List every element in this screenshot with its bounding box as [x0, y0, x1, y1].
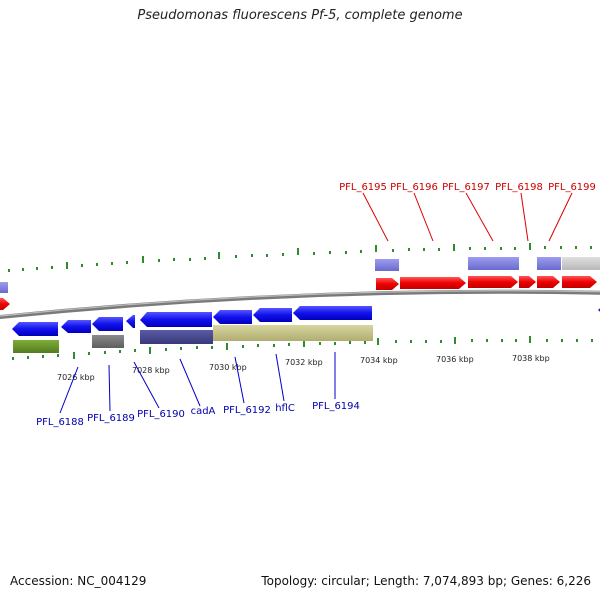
reverse-feature-bar	[92, 335, 124, 348]
genes-label: Genes:	[510, 574, 553, 588]
topology-label: Topology:	[261, 574, 318, 588]
length-value: 7,074,893 bp	[422, 574, 503, 588]
axis-tick-label: 7038 kbp	[512, 354, 550, 363]
forward-feature-bar	[537, 257, 561, 270]
gene-label-pfl-6188[interactable]: PFL_6188	[36, 417, 84, 428]
reverse-label-leader	[234, 356, 245, 404]
inner-tick-row	[12, 336, 593, 360]
forward-label-leader	[548, 192, 573, 242]
genome-backbone	[0, 289, 600, 320]
gene-label-pfl-6189[interactable]: PFL_6189	[87, 413, 135, 424]
reverse-gene-arrow[interactable]	[213, 310, 252, 324]
forward-label-leader	[520, 192, 529, 242]
outer-tick-row	[8, 243, 592, 272]
genome-stats: Topology: circular; Length: 7,074,893 bp…	[261, 574, 591, 588]
reverse-feature-bar	[13, 340, 59, 353]
forward-feature-bar	[562, 257, 600, 270]
axis-tick-label: 7032 kbp	[285, 358, 323, 367]
accession-label: Accession:	[10, 574, 74, 588]
genes-value: 6,226	[556, 574, 591, 588]
reverse-gene-arrow[interactable]	[126, 315, 135, 328]
forward-label-leader	[362, 192, 389, 242]
reverse-label-leader	[59, 366, 79, 414]
map-title: Pseudomonas fluorescens Pf-5, complete g…	[137, 8, 463, 23]
reverse-gene-arrow[interactable]	[92, 317, 123, 331]
genome-backbone-highlight	[0, 290, 600, 317]
reverse-feature-bar	[140, 330, 213, 344]
gene-label-pfl-6199[interactable]: PFL_6199	[548, 182, 596, 193]
forward-feature-bar	[375, 259, 399, 271]
gene-label-cada[interactable]: cadA	[191, 406, 216, 417]
forward-label-leader	[465, 192, 494, 242]
length-label: Length:	[373, 574, 420, 588]
reverse-feature-bar	[213, 325, 373, 341]
accession-info: Accession: NC_004129	[10, 574, 146, 588]
reverse-gene-arrow[interactable]	[140, 312, 212, 327]
reverse-gene-arrow[interactable]	[61, 320, 91, 333]
gene-label-pfl-6190[interactable]: PFL_6190	[137, 409, 185, 420]
forward-gene-arrow[interactable]	[562, 276, 597, 288]
forward-feature-bar	[468, 257, 519, 270]
gene-label-pfl-6194[interactable]: PFL_6194	[312, 401, 360, 412]
reverse-label-leader	[108, 364, 111, 412]
reverse-gene-arrow[interactable]	[12, 322, 58, 336]
gene-label-pfl-6192[interactable]: PFL_6192	[223, 405, 271, 416]
accession-value: NC_004129	[77, 574, 147, 588]
partial-feature-left	[0, 282, 8, 293]
axis-tick-label: 7036 kbp	[436, 355, 474, 364]
reverse-gene-arrow[interactable]	[253, 308, 292, 322]
forward-gene-arrow[interactable]	[468, 276, 518, 288]
topology-value: circular	[321, 574, 366, 588]
axis-tick-label: 7034 kbp	[360, 356, 398, 365]
gene-label-pfl-6196[interactable]: PFL_6196	[390, 182, 438, 193]
gene-label-hflc[interactable]: hflC	[275, 403, 295, 414]
axis-tick-label: 7026 kbp	[57, 373, 95, 382]
gene-label-pfl-6198[interactable]: PFL_6198	[495, 182, 543, 193]
forward-label-leader	[413, 192, 434, 242]
forward-gene-arrow[interactable]	[376, 278, 399, 290]
axis-tick-label: 7028 kbp	[132, 366, 170, 375]
reverse-label-leader	[133, 361, 160, 409]
axis-tick-label: 7030 kbp	[209, 363, 247, 372]
gene-label-pfl-6197[interactable]: PFL_6197	[442, 182, 490, 193]
partial-gene-left[interactable]	[0, 298, 10, 310]
forward-gene-arrow[interactable]	[519, 276, 536, 288]
reverse-label-leader	[275, 353, 285, 402]
forward-gene-arrow[interactable]	[400, 277, 466, 289]
gene-label-pfl-6195[interactable]: PFL_6195	[339, 182, 387, 193]
reverse-gene-arrow[interactable]	[293, 306, 372, 320]
reverse-label-leader	[179, 358, 201, 407]
forward-gene-arrow[interactable]	[537, 276, 560, 288]
